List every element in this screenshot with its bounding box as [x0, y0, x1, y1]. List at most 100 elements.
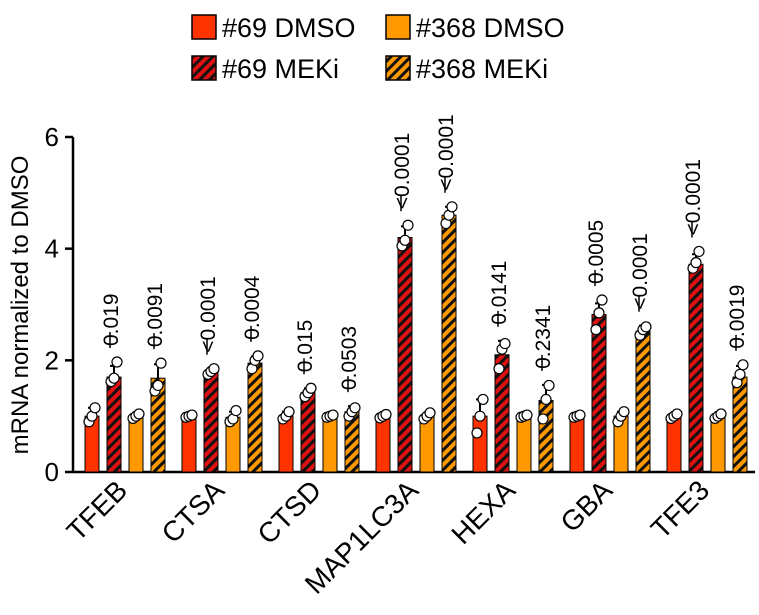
point-hexa-series-0-2	[477, 393, 489, 406]
point-ctsa-series-0-2	[186, 409, 198, 421]
point-ctsa-series-2-2	[230, 404, 242, 417]
bar-gba-series-1	[591, 314, 607, 473]
bar-tfeb-series-2	[128, 415, 144, 473]
legend-label-69-meki: #69 MEKi	[222, 54, 339, 84]
point-ctsd-series-2-2	[327, 409, 339, 421]
point-map1lc3a-series-0-2	[380, 408, 392, 421]
point-hexa-series-3-1	[540, 393, 552, 406]
annotation-label-tfeb-0: 0.019	[100, 293, 123, 346]
point-hexa-series-2-2	[521, 409, 533, 421]
point-ctsa-series-1-2	[208, 363, 220, 375]
annotation-label-map1lc3a-1: <0.0001	[435, 114, 458, 191]
x-tick-label-tfe3: TFE3	[645, 474, 715, 544]
annotation-label-ctsd-0: 0.015	[294, 320, 317, 373]
bar-gba-series-3	[635, 330, 651, 473]
point-tfe3-series-2-2	[715, 408, 727, 420]
point-hexa-series-0-1	[474, 410, 486, 422]
point-map1lc3a-series-3-2	[446, 201, 458, 213]
bar-tfe3-series-3	[732, 376, 748, 473]
bar-tfeb-series-1	[106, 376, 122, 473]
x-tick-label-ctsd: CTSD	[251, 474, 327, 550]
bar-map1lc3a-series-2	[419, 415, 435, 473]
point-map1lc3a-series-1-2	[402, 219, 414, 231]
x-tick-label-hexa: HEXA	[445, 474, 521, 550]
point-ctsd-series-0-2	[283, 406, 295, 418]
point-gba-series-0-2	[574, 409, 586, 421]
point-tfe3-series-3-2	[737, 359, 749, 371]
data-points	[83, 201, 749, 439]
point-gba-series-1-0	[590, 324, 602, 336]
point-tfeb-series-2-2	[133, 408, 145, 420]
x-tick-label-tfeb: TFEB	[61, 474, 134, 547]
x-tick-label-ctsa: CTSA	[156, 474, 231, 549]
bar-map1lc3a-series-3	[441, 214, 457, 473]
bar-tfe3-series-0	[666, 415, 682, 473]
legend-swatch-69-dmso	[191, 14, 217, 40]
point-hexa-series-3-2	[543, 379, 555, 392]
annotation-label-gba-1: <0.0001	[629, 233, 652, 310]
bar-hexa-series-3	[538, 400, 554, 473]
annotation-label-tfe3-1: 0.0019	[726, 285, 749, 349]
bar-map1lc3a-series-0	[375, 415, 391, 473]
y-tick-label-3: 6	[45, 122, 59, 152]
p-value-annotations: 0.019 0.0091 <0.0001 0.0004 0.015 0.0503 <0.00…	[100, 114, 749, 393]
bar-hexa-series-2	[516, 415, 532, 473]
point-hexa-series-1-2	[499, 337, 511, 350]
point-gba-series-1-2	[596, 294, 608, 306]
y-tick-label-0: 0	[45, 457, 59, 487]
legend-swatch-368-meki	[385, 55, 411, 81]
point-hexa-series-0-0	[471, 427, 483, 439]
bar-ctsd-series-0	[278, 415, 294, 473]
legend: #69 DMSO #368 DMSO #69 MEKi #368 MEKi	[191, 13, 565, 84]
annotation-label-tfeb-1: 0.0091	[144, 283, 167, 347]
bar-tfe3-series-1	[688, 263, 704, 473]
y-tick-label-2: 4	[45, 234, 59, 264]
bar-ctsd-series-2	[322, 415, 338, 473]
point-tfeb-series-1-2	[111, 356, 123, 368]
point-tfeb-series-1-1	[108, 372, 120, 384]
annotation-label-tfe3-0: <0.0001	[682, 159, 705, 236]
bar-gba-series-0	[569, 415, 585, 473]
bar-ctsa-series-1	[203, 371, 219, 473]
point-tfe3-series-1-2	[693, 245, 705, 258]
y-axis-title: mRNA normalized to DMSO	[7, 156, 34, 455]
point-gba-series-2-2	[618, 406, 630, 418]
point-map1lc3a-series-2-2	[424, 407, 436, 419]
legend-label-368-meki: #368 MEKi	[416, 54, 548, 84]
bars	[84, 205, 748, 473]
point-gba-series-1-1	[593, 307, 605, 319]
point-gba-series-3-2	[640, 321, 652, 333]
bar-ctsa-series-3	[247, 362, 263, 473]
legend-label-368-dmso: #368 DMSO	[416, 13, 565, 43]
point-tfeb-series-3-2	[155, 357, 167, 369]
annotation-label-ctsd-1: 0.0503	[338, 326, 361, 390]
point-tfe3-series-3-1	[734, 368, 746, 380]
annotation-label-ctsa-0: <0.0001	[197, 276, 220, 353]
point-ctsd-series-1-2	[305, 382, 317, 394]
point-hexa-series-1-0	[493, 363, 505, 375]
bar-tfe3-series-2	[710, 415, 726, 473]
point-hexa-series-3-0	[537, 413, 549, 425]
legend-label-69-dmso: #69 DMSO	[222, 13, 356, 43]
bar-map1lc3a-series-1	[397, 237, 413, 473]
bar-ctsd-series-1	[300, 392, 316, 473]
point-tfeb-series-3-1	[152, 379, 164, 392]
point-ctsa-series-3-2	[252, 350, 264, 362]
annotation-label-map1lc3a-0: <0.0001	[391, 133, 414, 210]
bar-ctsa-series-0	[181, 415, 197, 473]
y-tick-label-1: 2	[45, 345, 59, 375]
point-tfe3-series-1-1	[690, 257, 702, 269]
point-map1lc3a-series-1-1	[399, 234, 411, 246]
bar-hexa-series-0	[472, 415, 488, 473]
point-ctsd-series-3-2	[349, 402, 361, 414]
x-tick-label-gba: GBA	[555, 474, 619, 538]
annotation-label-gba-0: 0.0005	[585, 220, 608, 284]
point-tfeb-series-0-2	[89, 402, 101, 414]
annotation-label-ctsa-1: 0.0004	[241, 275, 264, 340]
annotation-label-hexa-1: 0.2341	[532, 305, 555, 369]
annotation-label-hexa-0: 0.0141	[488, 261, 511, 325]
legend-swatch-368-dmso	[385, 14, 411, 40]
point-tfe3-series-0-2	[671, 408, 683, 420]
